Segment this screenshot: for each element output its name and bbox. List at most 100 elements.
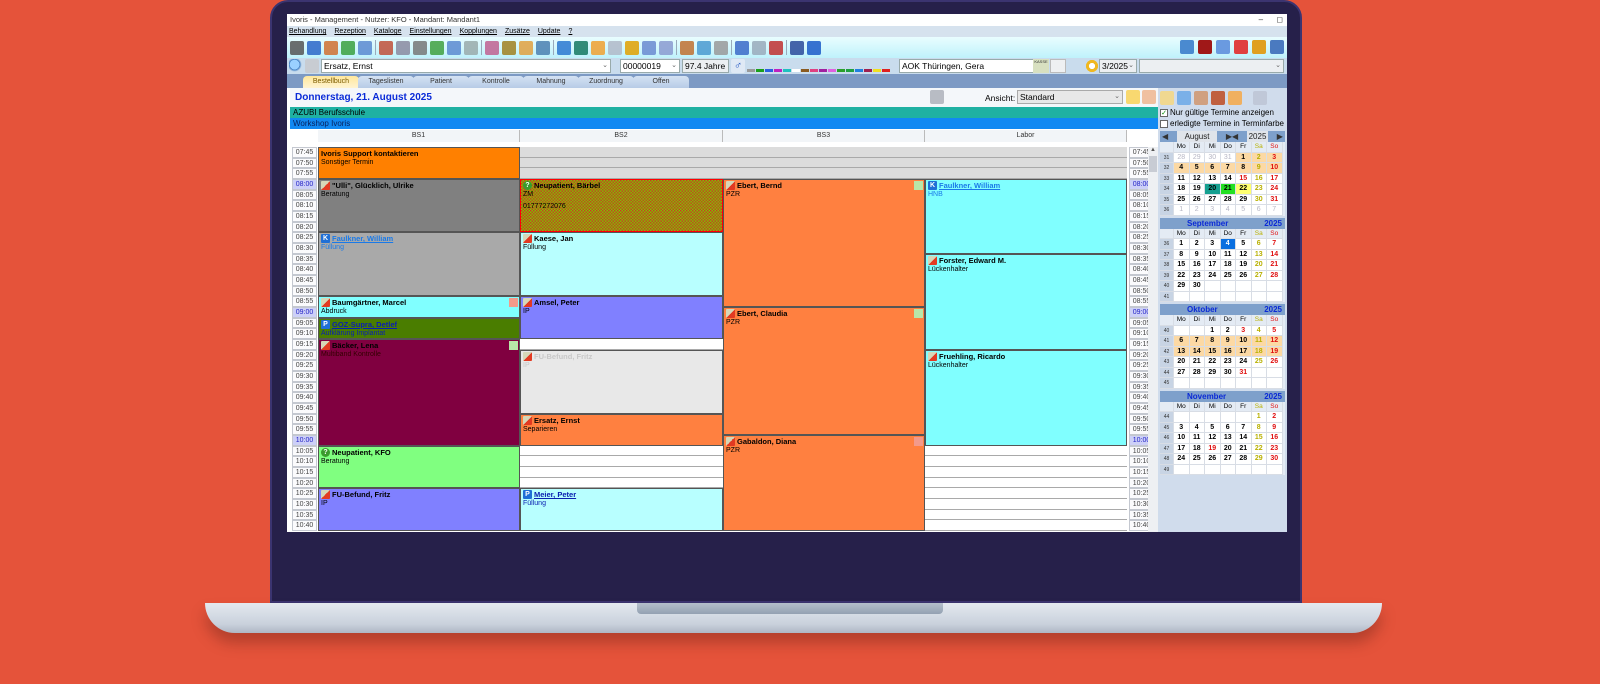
time-slot[interactable] <box>925 477 1127 489</box>
calendar-day[interactable]: 7 <box>1189 336 1205 347</box>
calendar-day[interactable]: 12 <box>1236 249 1252 260</box>
calendar-day[interactable]: 23 <box>1189 270 1205 281</box>
calendar-day[interactable]: 27 <box>1220 454 1236 465</box>
time-slot[interactable] <box>723 168 925 179</box>
time-label[interactable]: 10:05 <box>292 445 317 457</box>
calendar-day[interactable]: 16 <box>1189 260 1205 271</box>
calendar-icon[interactable] <box>591 40 605 55</box>
appointment-patient[interactable]: Forster, Edward M. <box>928 255 1124 265</box>
calendar-day[interactable]: 22 <box>1205 357 1221 368</box>
calendar-day[interactable]: 8 <box>1205 336 1221 347</box>
time-label[interactable]: 07:45 <box>292 147 317 158</box>
calendar-day[interactable]: 7 <box>1236 422 1252 433</box>
minimize-button[interactable]: – <box>1258 15 1264 24</box>
calendar-day[interactable]: 9 <box>1267 422 1283 433</box>
calendar-day[interactable]: 5 <box>1267 325 1283 336</box>
status-flag-icon[interactable] <box>914 437 923 447</box>
time-label[interactable]: 10:15 <box>292 467 317 478</box>
calendar-day[interactable]: 30 <box>1251 194 1267 205</box>
calendar-day[interactable]: 21 <box>1267 260 1283 271</box>
color-tag[interactable] <box>774 69 782 72</box>
time-slot[interactable] <box>925 499 1127 510</box>
calendar-day[interactable]: 31 <box>1236 367 1252 378</box>
appointment[interactable]: "Ulli", Glücklich, Ulrike Beratung <box>318 179 520 233</box>
menu-item[interactable]: Behandlung <box>289 28 327 35</box>
calendar-day[interactable]: 21 <box>1236 443 1252 454</box>
column-header-bs1[interactable]: BS1 <box>318 130 520 142</box>
calendar-day[interactable]: 19 <box>1189 184 1205 195</box>
calendar-day[interactable]: 10 <box>1174 433 1190 444</box>
card-reader-icon[interactable] <box>557 40 571 55</box>
time-label[interactable]: 09:25 <box>292 360 317 372</box>
appointment-patient[interactable]: Fruehling, Ricardo <box>928 351 1124 361</box>
calendar-day[interactable]: 2 <box>1267 412 1283 423</box>
calendar-day[interactable]: 11 <box>1174 173 1190 184</box>
search-icon[interactable] <box>1177 91 1191 105</box>
pages-icon[interactable] <box>659 40 673 55</box>
appointment[interactable]: Ebert, Bernd PZR <box>723 179 925 308</box>
calendar-day[interactable]: 18 <box>1174 184 1190 195</box>
calendar-day[interactable]: 6 <box>1174 336 1190 347</box>
time-label[interactable]: 08:40 <box>292 264 317 276</box>
calendar-day[interactable]: 30 <box>1205 152 1221 163</box>
tooth-doc-icon[interactable] <box>519 40 533 55</box>
pen-icon[interactable] <box>769 40 783 55</box>
calendar-day[interactable]: 7 <box>1220 163 1236 174</box>
banner-azubi[interactable]: AZUBI Berufsschule <box>290 107 1158 118</box>
calendar-day[interactable]: 14 <box>1267 249 1283 260</box>
appointment[interactable]: Kaese, Jan Füllung <box>520 232 723 297</box>
view-select[interactable]: Standard ⌄ <box>1017 90 1123 104</box>
month-name[interactable]: September <box>1187 218 1229 228</box>
calendar-day[interactable]: 26 <box>1236 270 1252 281</box>
prev-month-arrow[interactable]: ◀ <box>1162 132 1169 141</box>
calendar-day[interactable]: 10 <box>1267 163 1283 174</box>
calendar-day[interactable]: 17 <box>1205 260 1221 271</box>
calendar-day[interactable]: 13 <box>1205 173 1221 184</box>
banner-workshop[interactable]: Workshop Ivoris <box>290 118 1158 129</box>
column-header-labor[interactable]: Labor <box>925 130 1127 142</box>
calendar-day[interactable]: 28 <box>1189 367 1205 378</box>
book-icon[interactable] <box>642 40 656 55</box>
time-label[interactable]: 09:30 <box>292 371 317 382</box>
calendar-day[interactable]: 20 <box>1205 184 1221 195</box>
calendar-day[interactable]: 16 <box>1251 173 1267 184</box>
time-label[interactable]: 10:00 <box>292 435 317 446</box>
calendar-day[interactable]: 22 <box>1174 270 1190 281</box>
color-tag[interactable] <box>765 69 773 72</box>
calendar-day[interactable]: 23 <box>1251 184 1267 195</box>
calendar-day[interactable]: 3 <box>1267 152 1283 163</box>
calendar-day[interactable]: 4 <box>1220 205 1236 216</box>
calendar-day[interactable]: 15 <box>1236 173 1252 184</box>
calendar-day[interactable]: 30 <box>1220 367 1236 378</box>
tab-bestellbuch[interactable]: Bestellbuch <box>303 76 359 88</box>
patient-name[interactable]: Kaese, Jan <box>534 234 574 244</box>
next-year-arrow[interactable]: ▶ <box>1276 132 1283 141</box>
calendar-day[interactable]: 25 <box>1220 270 1236 281</box>
column-header-bs3[interactable]: BS3 <box>723 130 925 142</box>
calendar-day[interactable]: 15 <box>1251 433 1267 444</box>
calendar-day[interactable]: 4 <box>1189 422 1205 433</box>
time-slot[interactable] <box>723 157 925 169</box>
calendar-day[interactable]: 5 <box>1189 163 1205 174</box>
euro-icon[interactable] <box>625 40 639 55</box>
time-slot[interactable] <box>520 477 723 489</box>
calendar-day[interactable]: 28 <box>1236 454 1252 465</box>
calendar-day[interactable]: 11 <box>1251 336 1267 347</box>
scroll-up-arrow[interactable]: ▲ <box>1150 147 1156 153</box>
bridge-icon[interactable] <box>502 40 516 55</box>
appointment[interactable]: Fruehling, Ricardo Lückenhalter <box>925 349 1127 446</box>
time-slot[interactable] <box>925 157 1127 169</box>
calendar-day[interactable]: 22 <box>1236 184 1252 195</box>
kasse-card-icon[interactable]: KASSE <box>1033 59 1049 73</box>
calendar-day[interactable]: 13 <box>1251 249 1267 260</box>
patient-name[interactable]: Faulkner, William <box>332 234 394 244</box>
network-icon[interactable] <box>697 40 711 55</box>
menu-item[interactable]: ? <box>568 28 573 35</box>
time-label[interactable]: 10:30 <box>292 499 317 510</box>
calendar-day[interactable]: 27 <box>1251 270 1267 281</box>
calendar-day[interactable]: 17 <box>1236 346 1252 357</box>
signature-icon[interactable] <box>1198 40 1212 54</box>
time-slot[interactable] <box>925 488 1127 500</box>
extra-select[interactable]: ⌄ <box>1139 59 1284 73</box>
calendar-day[interactable]: 28 <box>1174 152 1190 163</box>
